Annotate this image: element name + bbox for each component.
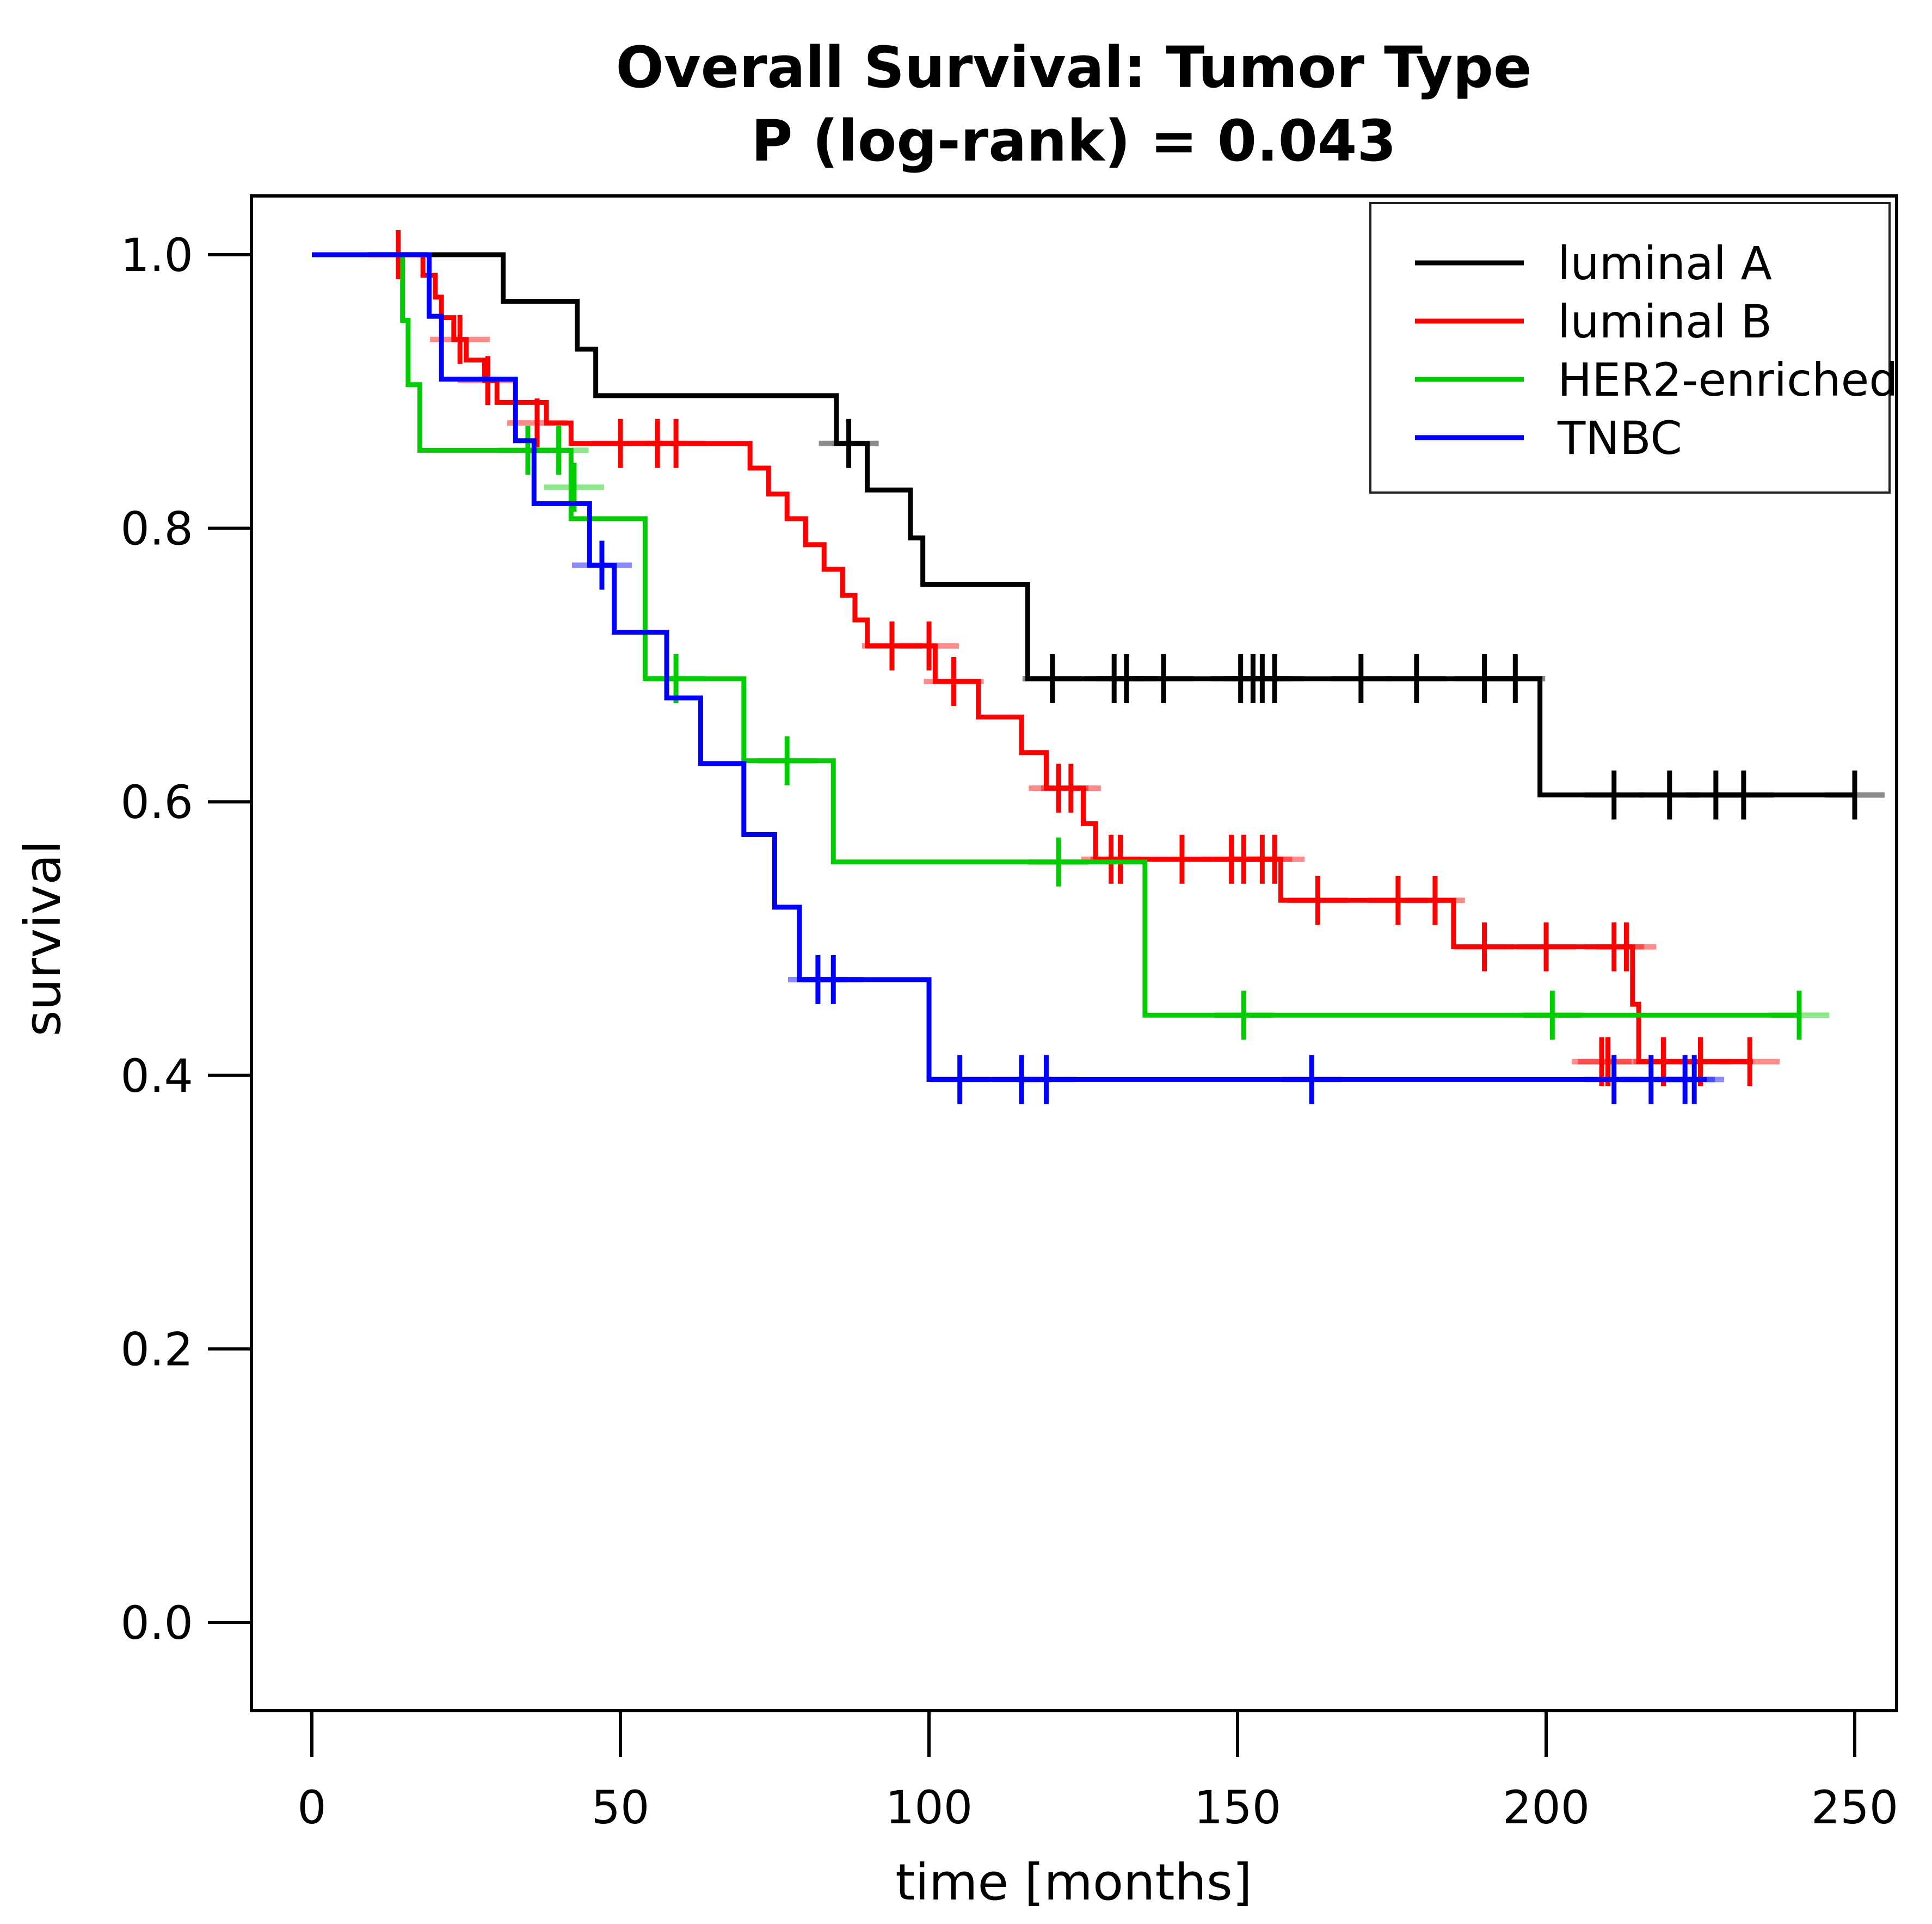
censor-mark	[787, 955, 848, 1004]
censor-mark	[497, 426, 558, 475]
censor-mark	[1232, 834, 1293, 884]
censor-mark	[930, 1055, 990, 1104]
censor-mark	[1245, 654, 1305, 704]
y-axis-tick-label: 0.6	[120, 776, 193, 829]
y-axis-tick-label: 0.4	[120, 1049, 193, 1103]
censor-mark	[899, 621, 959, 671]
censor-mark	[1152, 834, 1212, 884]
censor-mark	[1522, 991, 1583, 1040]
legend-box	[1369, 202, 1891, 494]
censor-mark	[1201, 834, 1262, 884]
censor-mark	[1386, 654, 1447, 704]
censor-mark	[1664, 1055, 1725, 1104]
censor-mark	[1485, 654, 1546, 704]
censor-mark	[1029, 764, 1089, 813]
censor-mark	[1214, 991, 1274, 1040]
censor-mark	[1596, 922, 1657, 972]
survival-curves-layer	[312, 230, 1885, 1104]
censor-mark	[1825, 770, 1885, 820]
censor-mark	[1720, 1037, 1780, 1086]
y-axis-tick-label: 0.0	[120, 1596, 193, 1650]
x-axis-tick-label: 0	[297, 1781, 326, 1834]
censor-mark	[1331, 654, 1391, 704]
censor-mark	[1584, 1055, 1644, 1104]
censor-mark	[992, 1055, 1052, 1104]
survival-curve-tnbc	[312, 252, 1707, 1082]
censor-mark	[1368, 876, 1428, 925]
censor-mark	[590, 419, 650, 468]
legend-item-label: luminal A	[1558, 237, 1772, 290]
plot-subtitle-pvalue: P (log-rank) = 0.043	[751, 108, 1396, 174]
axes-layer: 0 50 100 150 200 250 0.0 0.2 0.4 0.6 0.8 1.0	[120, 229, 1898, 1834]
censor-mark	[819, 419, 879, 468]
survival-curve-her2-enriched	[312, 252, 1799, 1018]
censor-mark	[646, 419, 706, 468]
censor-mark	[803, 955, 864, 1004]
x-axis-tick-label: 250	[1811, 1781, 1898, 1834]
x-axis-tick-label: 50	[592, 1781, 650, 1834]
censor-mark	[1096, 654, 1156, 704]
censor-mark	[1282, 1055, 1342, 1104]
censor-mark	[1084, 654, 1145, 704]
censor-mark	[1022, 654, 1082, 704]
x-axis-tick-label: 150	[1194, 1781, 1281, 1834]
censor-mark	[1516, 922, 1576, 972]
legend-item-label: TNBC	[1557, 411, 1682, 465]
censor-mark	[1769, 991, 1829, 1040]
survival-curve-luminal-b	[312, 252, 1753, 1065]
censor-mark	[1454, 922, 1515, 972]
censor-mark	[1713, 770, 1774, 820]
y-axis-title: survival	[14, 840, 72, 1036]
censor-mark	[1029, 837, 1089, 887]
x-axis-title: time [months]	[895, 1853, 1252, 1911]
censor-mark	[1232, 654, 1293, 704]
censor-mark	[1288, 876, 1348, 925]
censor-mark	[924, 657, 984, 706]
censor-mark	[1621, 1055, 1681, 1104]
legend-item-label: HER2-enriched	[1558, 353, 1898, 407]
survival-curve-luminal-a	[312, 252, 1855, 798]
censor-mark	[1245, 834, 1305, 884]
censor-mark	[862, 621, 922, 671]
y-axis-tick-label: 0.2	[120, 1323, 193, 1376]
censor-mark	[757, 736, 817, 785]
y-axis-tick-label: 0.8	[120, 502, 193, 556]
x-axis-tick-label: 100	[885, 1781, 973, 1834]
censor-mark	[1133, 654, 1193, 704]
legend-item-label: luminal B	[1558, 295, 1772, 348]
y-axis-tick-label: 1.0	[120, 229, 193, 282]
censor-mark	[1405, 876, 1465, 925]
censor-mark	[646, 654, 706, 704]
censor-mark	[1041, 764, 1101, 813]
plot-border-box	[250, 194, 1898, 1712]
censor-mark	[1090, 834, 1150, 884]
plot-title: Overall Survival: Tumor Type	[616, 34, 1531, 101]
x-axis-tick-label: 200	[1503, 1781, 1590, 1834]
censor-mark	[1016, 1055, 1076, 1104]
censor-mark	[571, 540, 632, 590]
censor-mark	[528, 426, 589, 475]
censor-mark	[1685, 770, 1746, 820]
censor-mark	[1081, 834, 1141, 884]
censor-mark	[1655, 1055, 1715, 1104]
censor-mark	[1639, 770, 1700, 820]
censor-mark	[1584, 922, 1644, 972]
censor-mark	[1454, 654, 1515, 704]
censor-mark	[1584, 770, 1644, 820]
